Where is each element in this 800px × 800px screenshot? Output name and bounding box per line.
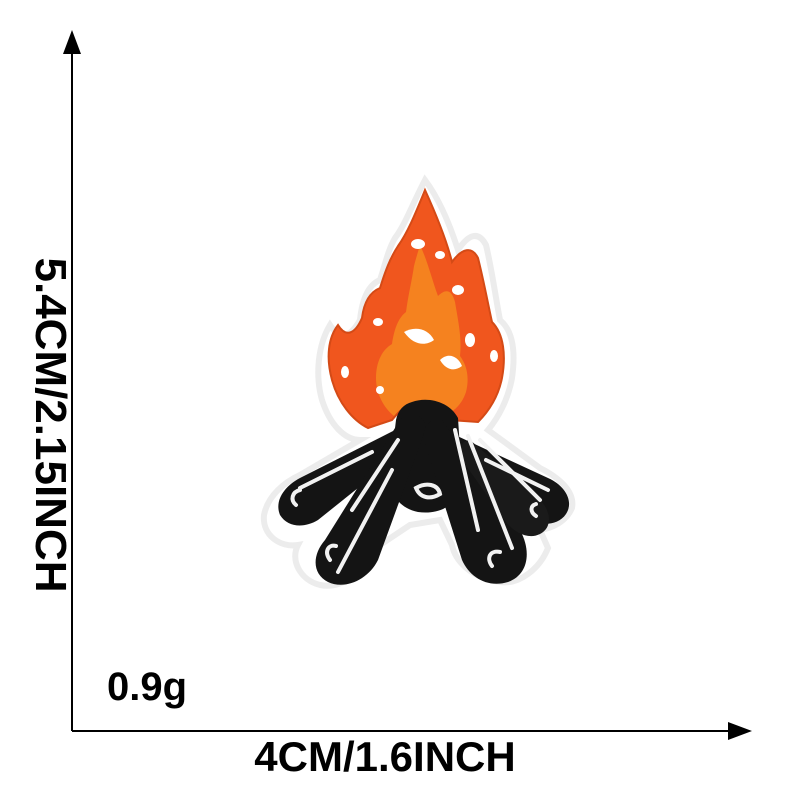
campfire-logs: [278, 400, 569, 585]
